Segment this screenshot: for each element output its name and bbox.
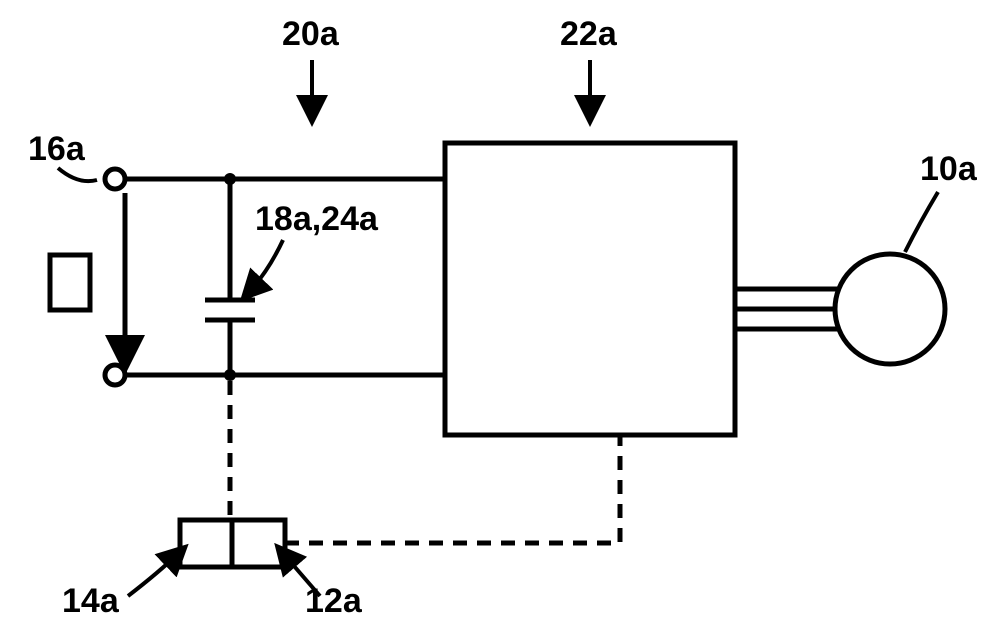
leader-16a (58, 168, 97, 181)
top-terminal (105, 169, 125, 189)
label-10a: 10a (920, 150, 978, 188)
small-box-16a (50, 255, 90, 310)
junction-bottom (224, 369, 236, 381)
label-18a24a: 18a,24a (255, 200, 379, 238)
label-14a: 14a (62, 582, 120, 620)
leader-14a (128, 552, 180, 596)
leader-18a24a (248, 240, 283, 293)
leader-10a (905, 192, 938, 252)
motor-circle (835, 254, 945, 364)
main-box (445, 143, 735, 435)
label-12a: 12a (305, 582, 363, 620)
bottom-terminal (105, 365, 125, 385)
label-16a: 16a (28, 130, 86, 168)
label-20a: 20a (282, 15, 340, 53)
circuit-diagram: 20a 22a 16a 18a,24a 10a 14a 12a (0, 0, 1000, 641)
dashed-controller-to-box (285, 435, 620, 543)
junction-top (224, 173, 236, 185)
label-22a: 22a (560, 15, 618, 53)
